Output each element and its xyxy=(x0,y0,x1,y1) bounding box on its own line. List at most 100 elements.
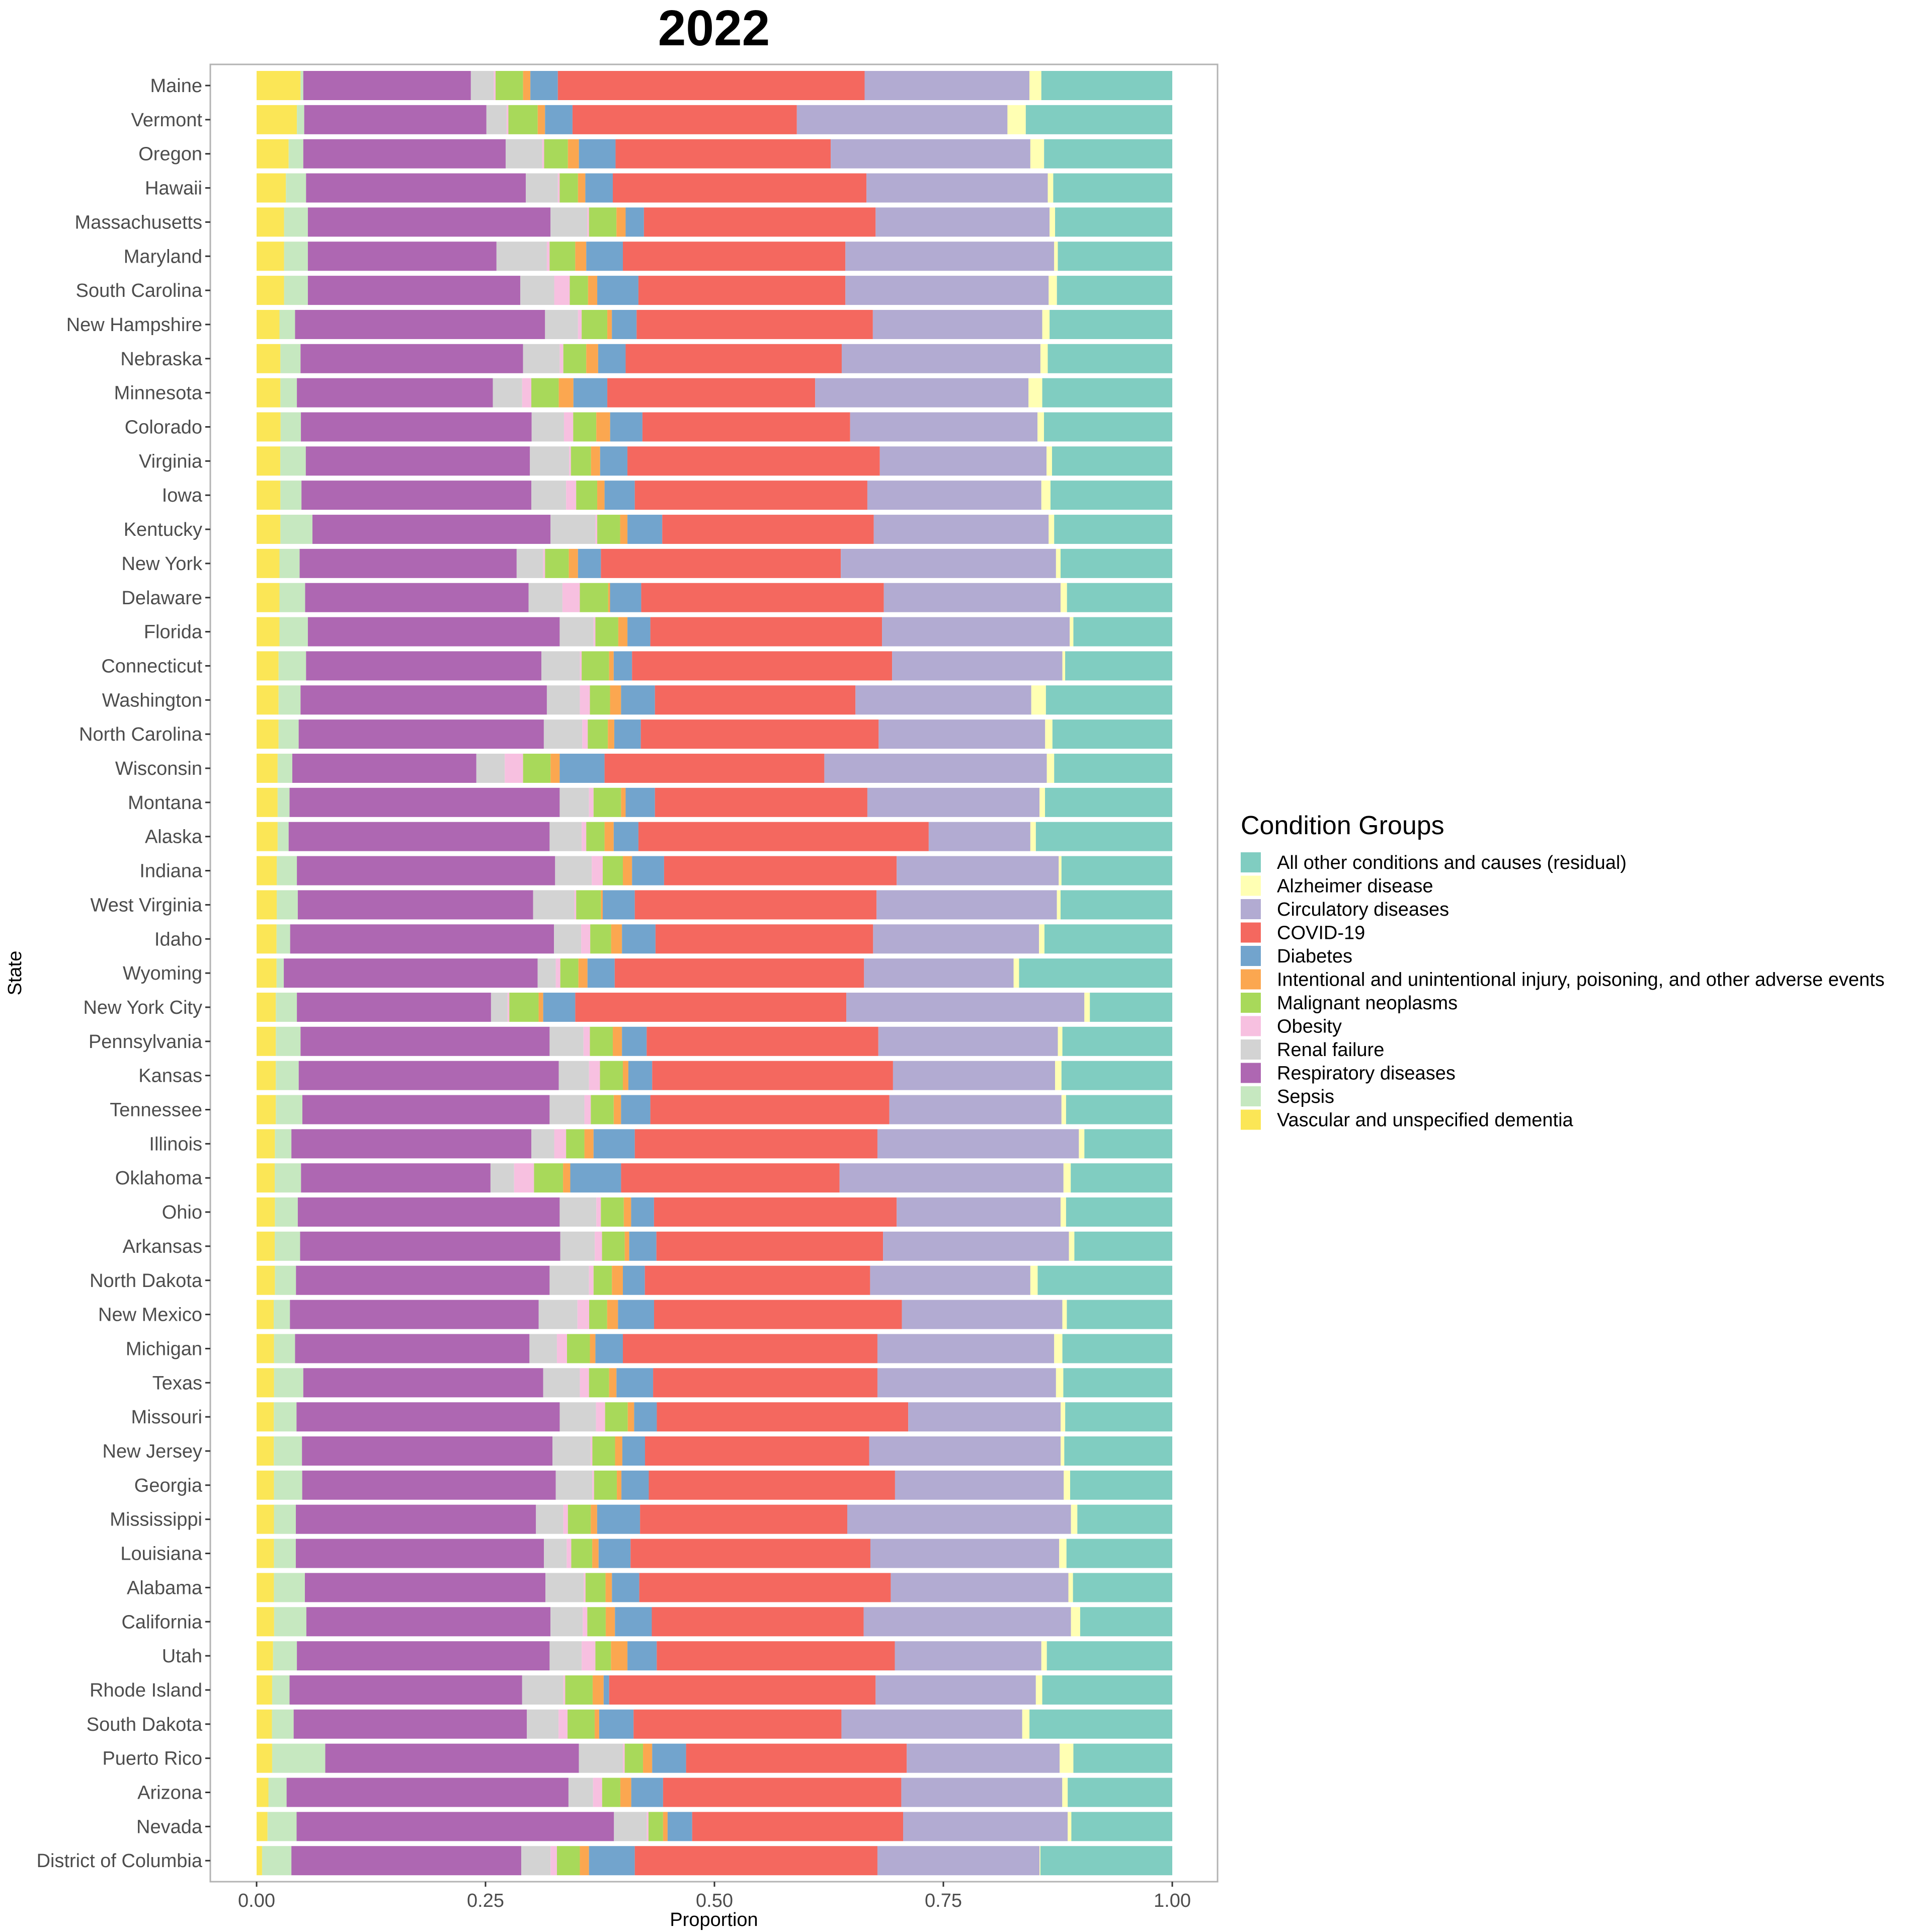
bar-segment xyxy=(634,890,877,920)
bar-segment xyxy=(276,992,297,1022)
bar-row-wyoming xyxy=(257,958,1172,988)
bar-segment xyxy=(274,1300,290,1329)
bar-segment xyxy=(636,309,873,339)
bar-segment xyxy=(841,1709,1022,1739)
bar-segment xyxy=(257,344,281,373)
bar-segment xyxy=(869,1436,1061,1466)
bar-segment xyxy=(570,1163,621,1193)
legend-swatch xyxy=(1241,899,1261,919)
bar-segment xyxy=(1054,515,1172,544)
bar-segment xyxy=(614,958,864,988)
bar-segment xyxy=(597,480,605,510)
bar-segment xyxy=(648,1812,663,1841)
bar-segment xyxy=(275,1163,301,1193)
bar-segment xyxy=(602,890,635,920)
state-label: Iowa xyxy=(162,485,203,506)
bar-segment xyxy=(643,207,876,237)
bar-segment xyxy=(549,1095,585,1124)
bar-segment xyxy=(654,1300,902,1329)
state-label: Michigan xyxy=(126,1338,202,1359)
bar-row-mississippi xyxy=(257,1504,1172,1534)
bar-segment xyxy=(645,1436,869,1466)
bar-segment xyxy=(295,1539,544,1568)
bar-row-maryland xyxy=(257,242,1172,271)
bar-segment xyxy=(1037,412,1044,442)
bar-segment xyxy=(505,754,523,783)
bar-segment xyxy=(600,446,628,476)
bar-segment xyxy=(257,105,297,134)
bar-segment xyxy=(654,1197,897,1227)
bar-segment xyxy=(573,378,608,408)
x-tick-label: 1.00 xyxy=(1154,1890,1191,1911)
bar-segment xyxy=(1028,378,1042,408)
bar-segment xyxy=(274,1402,297,1432)
bar-segment xyxy=(875,1675,1036,1705)
bar-segment xyxy=(257,822,278,851)
bar-segment xyxy=(847,1504,1071,1534)
bar-segment xyxy=(601,1197,624,1227)
bar-segment xyxy=(592,856,603,886)
bar-segment xyxy=(649,1470,895,1500)
bar-segment xyxy=(546,242,550,271)
bar-segment xyxy=(493,378,522,408)
bar-segment xyxy=(531,378,559,408)
bar-segment xyxy=(1062,1334,1172,1363)
bar-segment xyxy=(893,1061,1056,1090)
bar-segment xyxy=(588,719,608,749)
bar-segment xyxy=(305,583,529,612)
bar-segment xyxy=(563,1675,566,1705)
bar-segment xyxy=(610,583,641,612)
legend-swatch xyxy=(1241,875,1261,896)
bar-row-arizona xyxy=(257,1778,1172,1807)
bar-segment xyxy=(1060,548,1172,578)
bar-row-new-mexico xyxy=(257,1300,1172,1329)
bar-segment xyxy=(558,1061,589,1090)
bar-segment xyxy=(596,1197,601,1227)
bar-row-washington xyxy=(257,685,1172,715)
bar-segment xyxy=(1052,719,1172,749)
bar-segment xyxy=(595,1334,623,1363)
state-label: Connecticut xyxy=(101,656,202,677)
bar-row-louisiana xyxy=(257,1539,1172,1568)
bar-segment xyxy=(544,1539,567,1568)
bar-segment xyxy=(1041,480,1051,510)
bar-segment xyxy=(292,754,476,783)
bar-segment xyxy=(612,1573,639,1602)
bar-segment xyxy=(655,924,873,954)
bar-segment xyxy=(300,344,523,373)
bar-segment xyxy=(274,1504,296,1534)
bar-segment xyxy=(257,583,280,612)
bar-segment xyxy=(277,822,289,851)
bar-segment xyxy=(306,1607,551,1637)
bar-segment xyxy=(618,1300,654,1329)
bar-segment xyxy=(579,139,616,169)
bar-segment xyxy=(645,1265,870,1295)
state-label: West Virginia xyxy=(91,895,203,916)
bar-segment xyxy=(274,1539,296,1568)
bar-segment xyxy=(589,787,594,817)
y-axis-title: State xyxy=(5,951,26,996)
bar-segment xyxy=(306,651,542,681)
bar-row-tennessee xyxy=(257,1095,1172,1124)
bar-segment xyxy=(568,1504,591,1534)
bar-segment xyxy=(257,1300,274,1329)
bar-segment xyxy=(587,1607,606,1637)
bar-segment xyxy=(516,548,543,578)
bar-segment xyxy=(1044,924,1172,954)
bar-segment xyxy=(302,1095,550,1124)
bar-segment xyxy=(543,719,583,749)
bar-segment xyxy=(307,276,521,305)
bar-segment xyxy=(566,480,577,510)
bar-segment xyxy=(638,822,929,851)
legend-swatch xyxy=(1241,1016,1261,1036)
bar-segment xyxy=(278,685,301,715)
bar-segment xyxy=(873,924,1039,954)
bar-segment xyxy=(623,1061,628,1090)
bar-segment xyxy=(652,1743,686,1773)
bar-segment xyxy=(550,754,560,783)
bar-segment xyxy=(533,890,575,920)
bar-segment xyxy=(537,105,545,134)
x-axis: 0.00 0.25 0.50 0.75 1.00 xyxy=(238,1882,1191,1911)
bar-segment xyxy=(616,1368,654,1398)
bar-segment xyxy=(589,1368,609,1398)
